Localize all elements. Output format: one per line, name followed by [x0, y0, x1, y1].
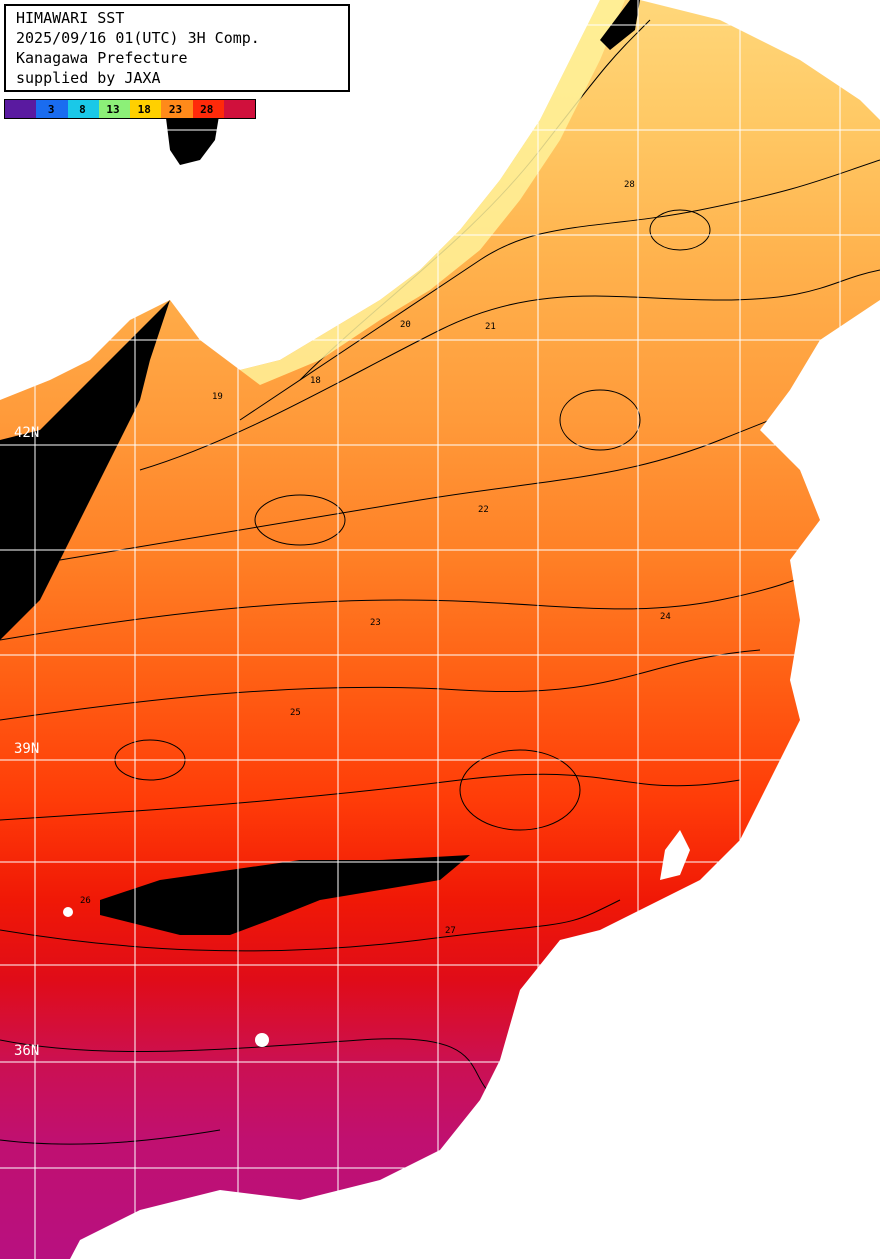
small-island — [255, 1033, 269, 1047]
contour-label: 23 — [370, 618, 381, 628]
cloud-mask-west — [0, 300, 170, 640]
colorbar-segment — [67, 100, 99, 118]
honshu-land — [70, 300, 880, 1259]
latitude-label-39n: 39N — [14, 741, 40, 757]
title-line-agency: Kanagawa Prefecture — [16, 49, 188, 67]
noto-peninsula — [660, 830, 690, 880]
colorbar-tick-label: 13 — [106, 103, 120, 116]
contour-label: 22 — [478, 505, 489, 515]
contour-label: 19 — [212, 392, 223, 402]
colorbar-segment — [223, 100, 255, 118]
colorbar-segment — [5, 100, 37, 118]
colorbar-segment — [192, 100, 224, 118]
title-line-source: supplied by JAXA — [16, 69, 161, 87]
colorbar-segment — [161, 100, 193, 118]
title-line-product: HIMAWARI SST — [16, 9, 125, 27]
temperature-colorbar: 3 8 13 18 23 28 — [4, 99, 256, 119]
colorbar-segment — [98, 100, 130, 118]
cloud-mask-central — [100, 855, 470, 935]
colorbar-segment — [36, 100, 68, 118]
contour-label: 26 — [80, 896, 91, 906]
colorbar-segment — [130, 100, 162, 118]
contour-label: 24 — [660, 612, 671, 622]
colorbar-tick-label: 23 — [168, 103, 183, 116]
colorbar-tick-label: 18 — [137, 103, 151, 116]
contour-label: 27 — [445, 926, 456, 936]
colorbar-tick-label: 3 — [47, 103, 55, 116]
contour-label: 21 — [485, 322, 496, 332]
contour-label: 18 — [310, 376, 321, 386]
colorbar-tick-label: 28 — [200, 103, 214, 116]
latitude-label-36n: 36N — [14, 1043, 40, 1059]
colorbar-tick-label: 8 — [79, 103, 86, 116]
coastal-cool-band — [240, 0, 625, 385]
latitude-label-42n: 42N — [14, 425, 40, 441]
contour-label: 20 — [400, 320, 411, 330]
contour-label: 25 — [290, 708, 301, 718]
hokkaido-land — [640, 0, 880, 120]
small-island — [804, 908, 812, 916]
contour-label: 28 — [624, 180, 635, 190]
title-line-datetime: 2025/09/16 01(UTC) 3H Comp. — [16, 29, 260, 47]
small-island — [862, 604, 870, 612]
cloud-mask-north — [165, 110, 220, 165]
title-box: HIMAWARI SST 2025/09/16 01(UTC) 3H Comp.… — [4, 4, 350, 92]
small-island — [63, 907, 73, 917]
